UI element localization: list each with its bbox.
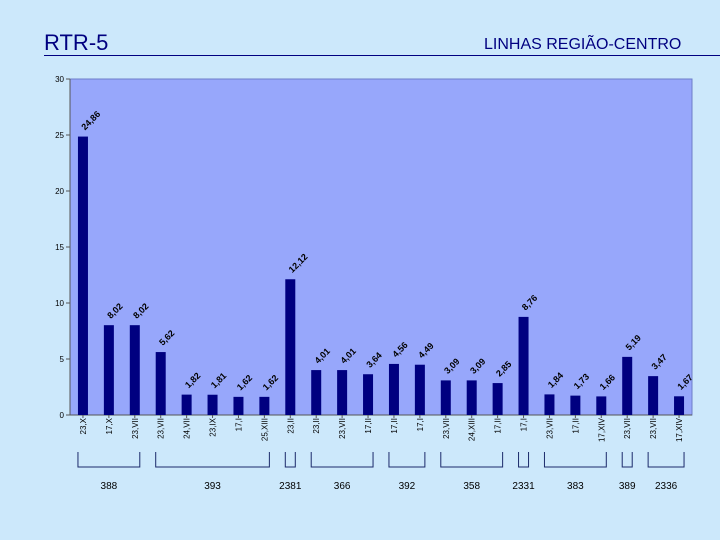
category-label: 17,II (494, 418, 503, 434)
y-tick-label: 15 (55, 243, 64, 252)
category-label: 23,VII (649, 418, 658, 439)
category-label: 23,VII (545, 418, 554, 439)
category-label: 17,XIV (675, 417, 684, 442)
group-label: 366 (334, 481, 351, 492)
group-label: 2336 (655, 481, 678, 492)
bar (259, 396, 270, 415)
group-bracket (284, 452, 296, 468)
group-bracket (543, 452, 607, 468)
title-underline (44, 55, 720, 56)
group-label: 388 (101, 481, 118, 492)
group-label: 392 (399, 481, 416, 492)
y-tick-label: 25 (55, 131, 64, 140)
bar (77, 136, 88, 415)
category-label: 23,II (286, 418, 295, 434)
category-label: 23,VII (442, 418, 451, 439)
group-bracket (388, 452, 426, 468)
group-label: 383 (567, 481, 584, 492)
bar (337, 370, 348, 415)
bar (414, 364, 425, 415)
plot-area (69, 78, 693, 416)
bar (233, 396, 244, 415)
group-bracket (621, 452, 633, 468)
category-label: 17,II (390, 418, 399, 434)
category-label: 23,VII (338, 418, 347, 439)
group-label: 393 (204, 481, 221, 492)
bar (570, 395, 581, 415)
category-label: 17,XIV (597, 417, 606, 442)
group-bracket (647, 452, 685, 468)
bar (622, 356, 633, 415)
bar (388, 363, 399, 415)
bar (466, 380, 477, 415)
category-label: 23,VII (131, 418, 140, 439)
group-bracket (155, 452, 270, 468)
bar (492, 383, 503, 415)
category-label: 23,VII (623, 418, 632, 439)
page-title: RTR-5 (44, 30, 109, 55)
group-bracket (77, 452, 141, 468)
bar (544, 394, 555, 415)
bar (440, 380, 451, 415)
category-label: 25,XIII (260, 418, 269, 441)
bar (285, 279, 296, 415)
y-tick-label: 5 (60, 355, 65, 364)
group-bracket (518, 452, 530, 468)
y-tick-label: 10 (55, 299, 64, 308)
category-label: 17,II (571, 418, 580, 434)
group-label: 389 (619, 481, 636, 492)
bar (648, 376, 659, 415)
category-label: 23,VII (157, 418, 166, 439)
category-label: 23,II (312, 418, 321, 434)
bar (596, 396, 607, 415)
group-label: 2381 (279, 481, 302, 492)
category-label: 17,II (364, 418, 373, 434)
y-tick-label: 20 (55, 187, 64, 196)
bar (207, 394, 218, 415)
bar (518, 316, 529, 415)
category-label: 24,XIII (468, 418, 477, 441)
category-label: 17,I (234, 418, 243, 431)
y-tick-label: 0 (60, 411, 65, 420)
page-subtitle: LINHAS REGIÃO-CENTRO (484, 36, 682, 53)
group-label: 358 (463, 481, 480, 492)
bar (129, 325, 140, 415)
bar (155, 352, 166, 415)
y-tick-label: 30 (55, 75, 64, 84)
bar (103, 325, 114, 415)
group-label: 2331 (512, 481, 535, 492)
group-bracket (310, 452, 374, 468)
category-label: 17,I (416, 418, 425, 431)
category-label: 17,I (520, 418, 529, 431)
bar (311, 370, 322, 415)
bar (181, 394, 192, 415)
bar (674, 396, 685, 415)
category-label: 23,IX (209, 417, 218, 436)
category-label: 17,X (105, 417, 114, 434)
group-bracket (440, 452, 504, 468)
category-label: 23,X (79, 417, 88, 434)
category-label: 24,VII (183, 418, 192, 439)
bar (363, 374, 374, 415)
